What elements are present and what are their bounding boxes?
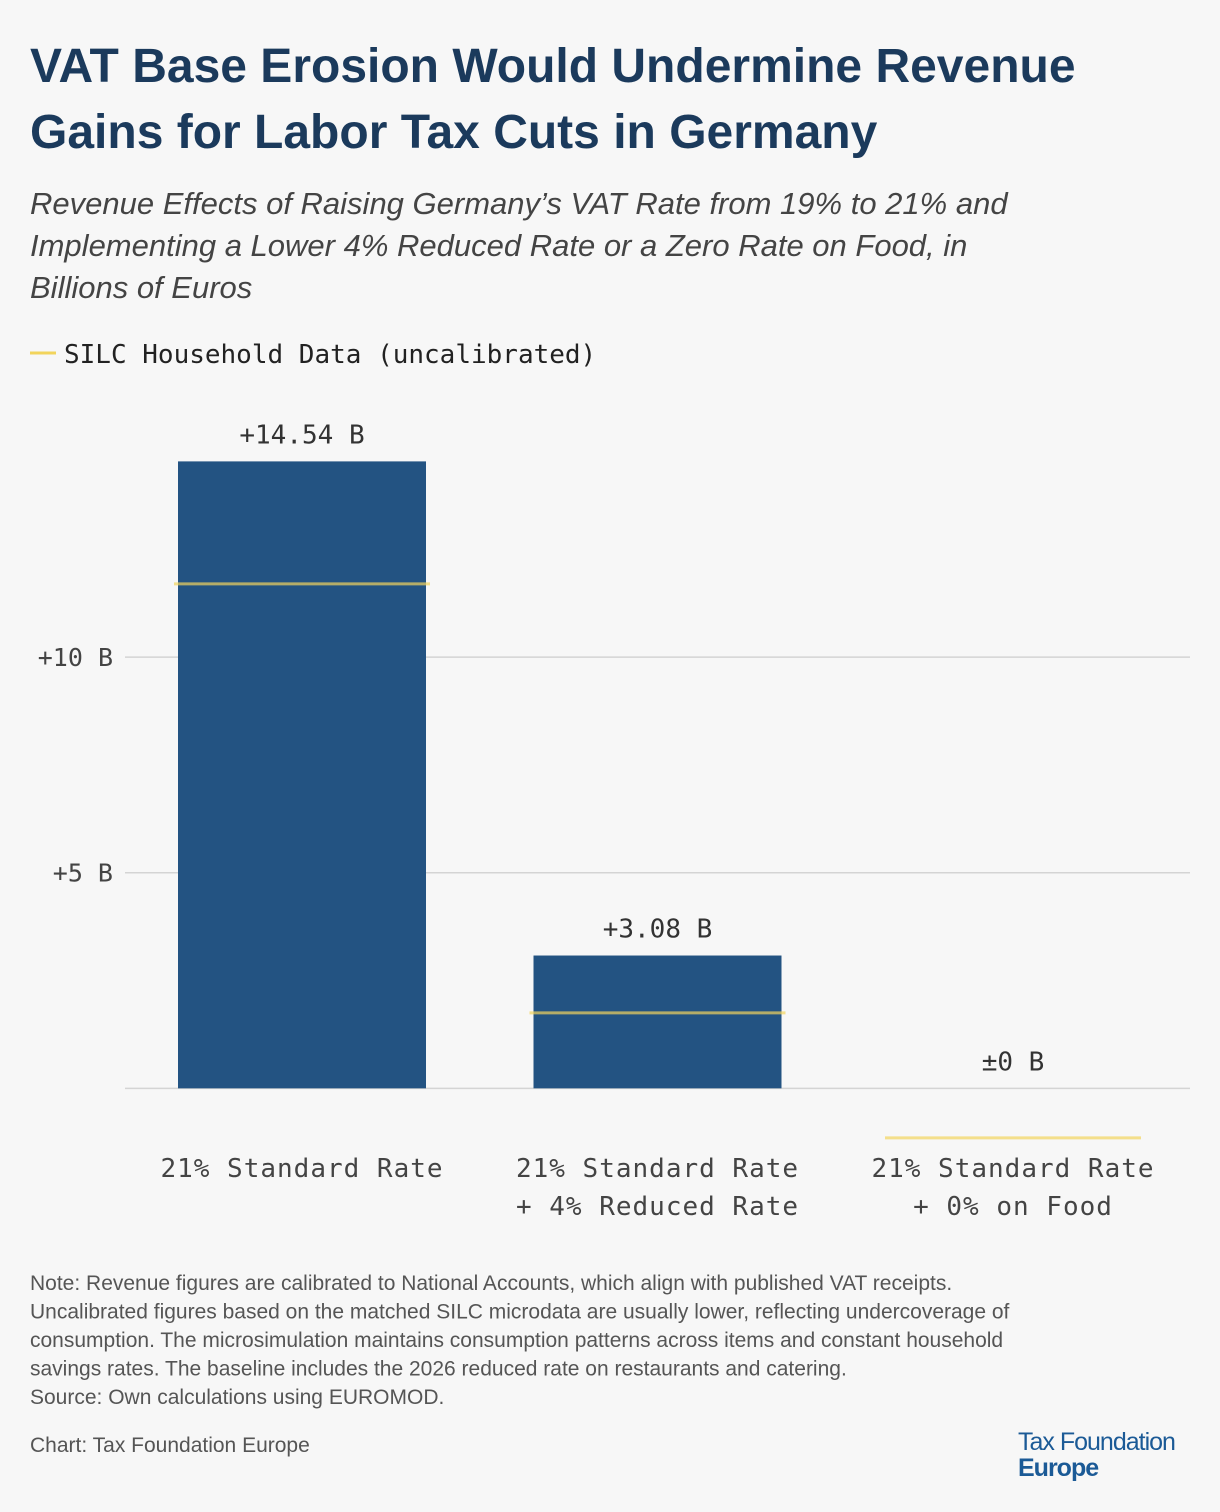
bar [178,461,426,1089]
footnote: consumption. The microsimulation maintai… [30,1329,1003,1352]
x-tick-label: 21% Standard Rate [871,1154,1154,1184]
footnote: Note: Revenue figures are calibrated to … [30,1272,952,1295]
y-tick-label: +5 B [53,859,113,888]
logo: Europe [1018,1454,1099,1482]
chart-subtitle: Implementing a Lower 4% Reduced Rate or … [30,228,967,263]
bar [533,955,782,1089]
x-tick-label: + 4% Reduced Rate [516,1192,799,1222]
chart-title: VAT Base Erosion Would Undermine Revenue [30,40,1076,93]
chart-title: Gains for Labor Tax Cuts in Germany [30,106,878,159]
value-label: +14.54 B [239,420,364,450]
chart-subtitle: Revenue Effects of Raising Germany’s VAT… [30,186,1009,221]
legend-label: SILC Household Data (uncalibrated) [64,340,596,370]
footnote: Source: Own calculations using EUROMOD. [30,1386,444,1409]
credit: Chart: Tax Foundation Europe [30,1434,310,1457]
logo: Tax Foundation [1018,1428,1175,1456]
footnote: savings rates. The baseline includes the… [30,1358,847,1381]
value-label: ±0 B [982,1047,1045,1077]
x-tick-label: + 0% on Food [913,1192,1113,1222]
x-tick-label: 21% Standard Rate [516,1154,799,1184]
y-tick-label: +10 B [38,643,113,672]
footnote: Uncalibrated figures based on the matche… [30,1301,1010,1324]
chart-subtitle: Billions of Euros [30,270,252,305]
x-tick-label: 21% Standard Rate [160,1154,443,1184]
value-label: +3.08 B [603,915,713,945]
